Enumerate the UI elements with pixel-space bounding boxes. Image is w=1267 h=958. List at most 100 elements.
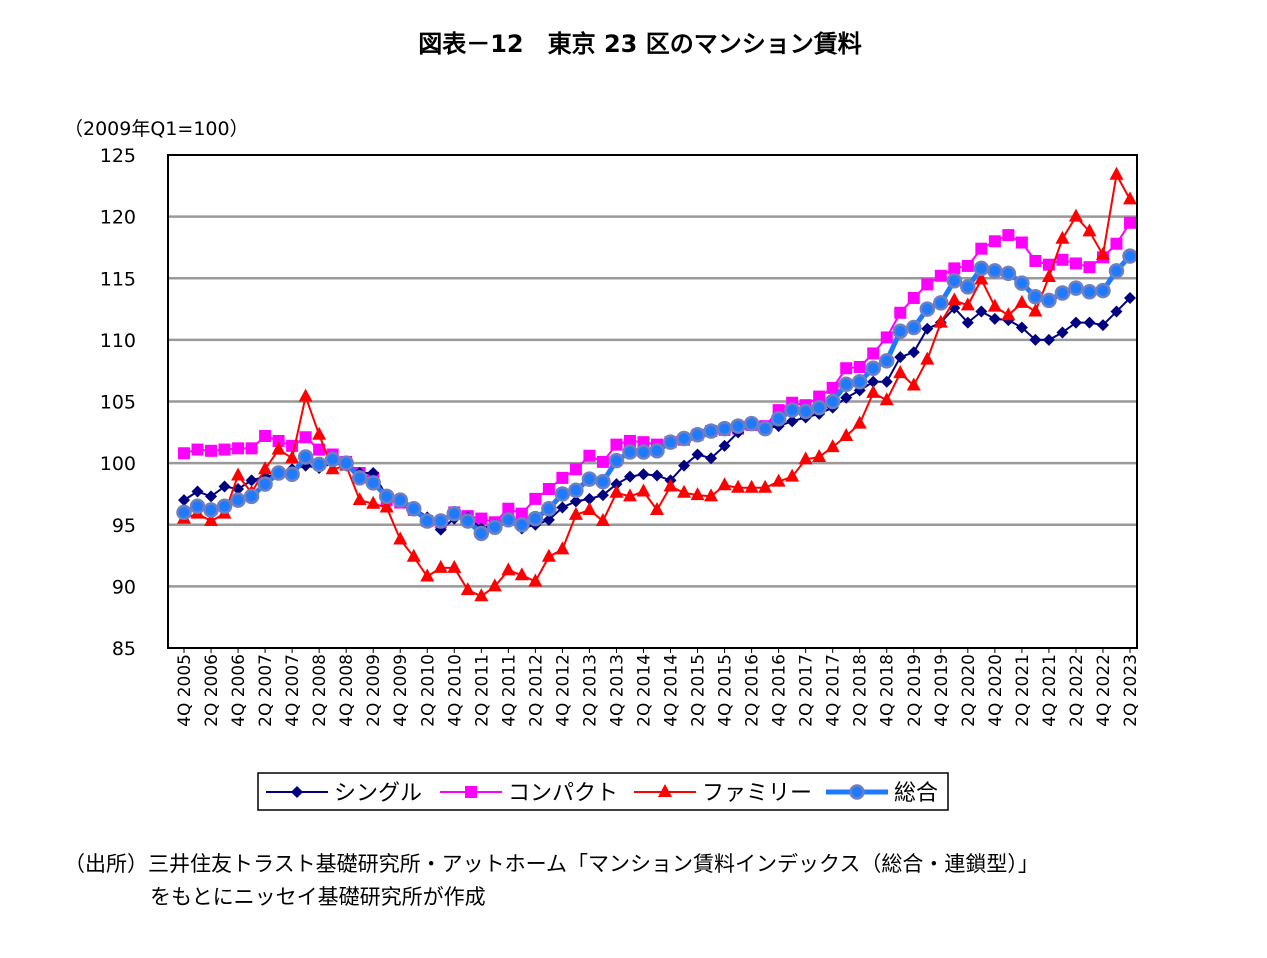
data-point xyxy=(325,461,340,475)
data-point xyxy=(554,486,571,502)
plot-area-border xyxy=(167,154,1138,649)
data-point xyxy=(205,444,218,457)
y-tick-label: 85 xyxy=(112,638,136,660)
data-point xyxy=(1056,326,1069,339)
data-point xyxy=(866,384,881,398)
data-point xyxy=(216,498,233,515)
data-point xyxy=(946,272,963,289)
data-point xyxy=(243,488,260,505)
data-point xyxy=(1068,208,1083,222)
data-point xyxy=(515,507,528,520)
data-point xyxy=(961,259,974,272)
data-point xyxy=(1124,216,1136,229)
data-point xyxy=(178,494,190,507)
data-point xyxy=(245,442,258,455)
legend-marker-square-icon xyxy=(465,786,477,798)
data-point xyxy=(867,375,880,388)
data-point xyxy=(433,559,448,573)
data-point xyxy=(1001,307,1016,321)
data-point xyxy=(311,456,327,473)
data-point xyxy=(1110,237,1123,250)
data-point xyxy=(947,292,962,306)
x-tick-label: 2Q 2011 xyxy=(472,654,492,727)
data-point xyxy=(474,588,489,602)
data-point xyxy=(637,468,650,481)
data-point xyxy=(1110,305,1123,318)
y-tick-label: 90 xyxy=(112,576,136,598)
data-point xyxy=(1041,292,1057,309)
y-axis-ticks: 85 90 95 100 105 110 115 120 125 xyxy=(100,145,136,660)
chart-title: 図表－12 東京 23 区のマンション賃料 xyxy=(418,30,862,58)
data-point xyxy=(1081,284,1098,300)
data-point xyxy=(556,501,569,514)
data-point xyxy=(1096,319,1109,332)
data-point xyxy=(1041,269,1056,283)
data-point xyxy=(731,479,746,493)
data-point xyxy=(473,525,490,542)
data-point xyxy=(582,501,597,515)
x-tick-label: 2Q 2010 xyxy=(418,654,438,727)
series-line xyxy=(182,254,1132,537)
data-point xyxy=(636,483,651,497)
data-point xyxy=(1082,223,1097,237)
data-point xyxy=(826,381,839,394)
data-point xyxy=(475,512,488,525)
x-tick-label: 2Q 2007 xyxy=(256,654,276,727)
x-tick-label: 2Q 2019 xyxy=(905,654,925,727)
data-point xyxy=(1095,246,1110,260)
data-point xyxy=(662,434,679,450)
data-point xyxy=(716,420,733,437)
legend-label: コンパクト xyxy=(508,781,618,806)
legend-marker-triangle-icon xyxy=(658,784,672,797)
data-point xyxy=(1068,280,1084,296)
data-point xyxy=(583,449,596,462)
data-point xyxy=(433,513,449,529)
data-point xyxy=(758,479,773,493)
data-point xyxy=(840,362,853,375)
data-point xyxy=(460,582,475,596)
legend-marker-circle-icon xyxy=(849,784,865,800)
data-point xyxy=(893,365,908,379)
data-point xyxy=(797,403,814,420)
x-tick-label: 2Q 2012 xyxy=(526,654,546,727)
data-point xyxy=(770,411,787,427)
data-point xyxy=(1095,282,1111,299)
data-point xyxy=(218,480,231,493)
x-tick-label: 2Q 2017 xyxy=(797,654,817,727)
data-point xyxy=(894,306,907,319)
data-point xyxy=(960,279,976,295)
data-point xyxy=(529,492,542,505)
legend-label: シングル xyxy=(334,781,422,806)
data-point xyxy=(284,466,300,482)
data-point xyxy=(595,513,610,527)
x-tick-label: 4Q 2011 xyxy=(499,654,519,727)
data-point xyxy=(447,559,462,573)
data-point xyxy=(921,322,934,335)
data-point xyxy=(270,465,287,481)
legend: シングル コンパクト ファミリー 総合 xyxy=(257,772,949,811)
data-point xyxy=(1042,333,1055,346)
data-point xyxy=(569,495,582,508)
data-point xyxy=(581,471,598,487)
data-point xyxy=(878,353,895,369)
data-point xyxy=(218,443,231,456)
data-point xyxy=(487,519,503,535)
x-tick-label: 2Q 2013 xyxy=(580,654,600,727)
data-point xyxy=(650,501,664,515)
data-point xyxy=(527,510,544,527)
data-point xyxy=(541,548,556,562)
data-point xyxy=(541,500,557,517)
x-tick-label: 2Q 2014 xyxy=(634,654,654,727)
data-point xyxy=(987,263,1003,279)
data-point xyxy=(894,351,907,364)
series-group xyxy=(176,166,1138,602)
data-point xyxy=(880,331,893,344)
data-point xyxy=(813,390,826,403)
data-point xyxy=(663,478,678,492)
data-point xyxy=(298,388,313,402)
data-point xyxy=(1029,333,1042,346)
data-point xyxy=(378,488,395,505)
data-point xyxy=(987,298,1002,312)
data-point xyxy=(191,443,204,456)
